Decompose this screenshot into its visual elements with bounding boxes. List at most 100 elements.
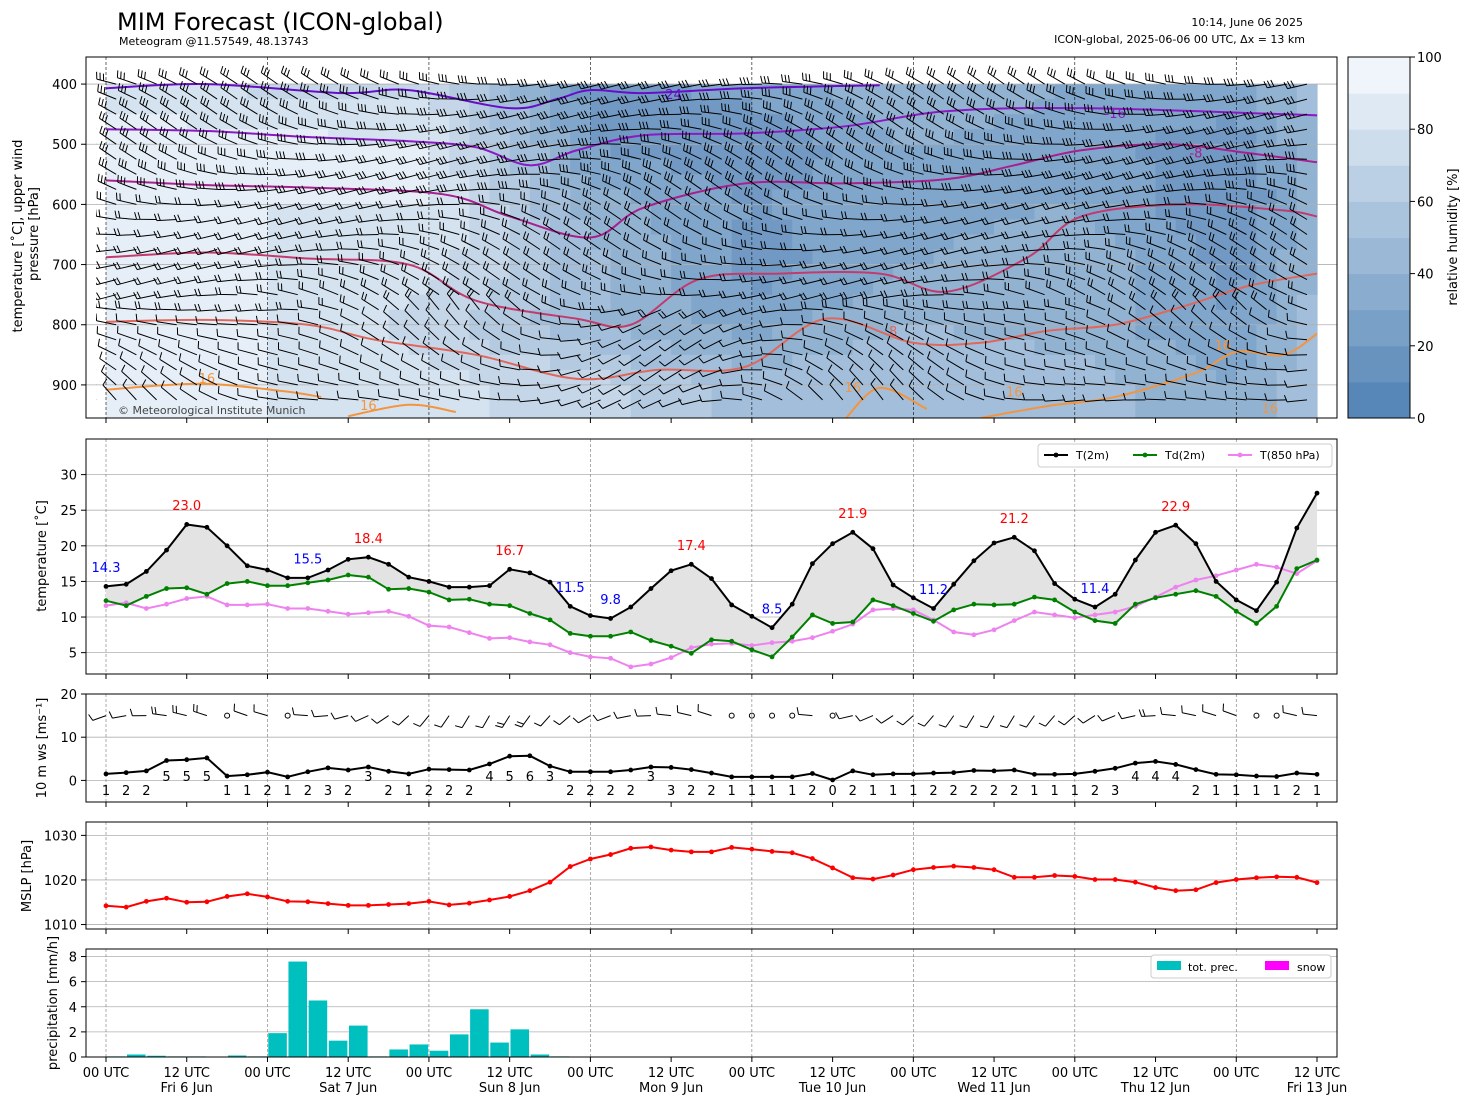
wind-barb <box>1243 95 1267 104</box>
humidity-cell <box>247 204 269 221</box>
humidity-cell <box>1054 114 1076 130</box>
wind-barb <box>921 288 944 296</box>
wind-barb <box>1105 357 1126 371</box>
wind-barb <box>1124 89 1146 100</box>
wind-barb <box>376 122 399 131</box>
wind-barb <box>724 170 743 190</box>
humidity-cell <box>772 204 793 221</box>
wind-barb <box>173 214 197 223</box>
series-point <box>588 613 593 619</box>
humidity-cell <box>146 234 168 251</box>
wind-barb <box>758 275 783 284</box>
wind-barb <box>1248 203 1267 220</box>
wind-barb <box>1249 261 1267 281</box>
humidity-cell <box>933 324 955 341</box>
calm-marker <box>728 712 735 719</box>
humidity-cell <box>893 279 914 296</box>
y-tick-label: 15 <box>60 575 77 590</box>
wind-barb <box>885 81 904 100</box>
wind-barb <box>199 111 218 130</box>
wind-barb <box>521 309 541 326</box>
wind-barb <box>618 369 642 382</box>
series-point <box>1173 522 1179 528</box>
wind-barb <box>763 383 783 401</box>
humidity-cell <box>1094 99 1116 115</box>
upper-air-ylabel-line1: temperature [˚C], upper wind <box>10 140 26 333</box>
wind-barb <box>744 141 763 160</box>
wind-barb <box>639 285 662 296</box>
humidity-cell <box>671 159 692 175</box>
wind-barb <box>355 155 379 164</box>
humidity-cell <box>307 354 329 371</box>
wind-speed-value: 3 <box>1111 784 1119 799</box>
series-point <box>628 629 634 635</box>
humidity-cell <box>166 219 188 236</box>
wind-barb <box>96 292 117 301</box>
wind-barb <box>845 96 864 115</box>
wind-barb <box>743 114 763 130</box>
wind-barb <box>724 186 743 205</box>
wind-barb <box>1244 391 1267 401</box>
wind-barb <box>1283 124 1308 134</box>
humidity-cell <box>186 309 208 326</box>
wind-barb <box>424 319 440 341</box>
series-point <box>709 637 714 643</box>
wind-barb <box>664 201 682 220</box>
wind-barb <box>318 356 339 371</box>
wind-speed-value: 1 <box>1313 784 1321 799</box>
wind-barb <box>457 195 480 205</box>
isotherm-label: -24 <box>661 88 682 103</box>
wind-barb <box>257 357 278 371</box>
humidity-cell <box>731 249 753 266</box>
wind-barb <box>1145 222 1166 235</box>
wind-barb <box>299 99 319 115</box>
humidity-cell <box>913 144 935 160</box>
wind-barb <box>843 311 864 326</box>
wind-barb <box>198 383 218 401</box>
wind-barb <box>478 390 500 401</box>
humidity-cell <box>227 414 248 418</box>
humidity-cell <box>590 309 612 326</box>
wind-barb <box>380 353 400 371</box>
series-point <box>951 581 957 587</box>
wind-barb <box>1106 340 1126 356</box>
wind-barb <box>801 314 823 326</box>
wind-barb <box>556 110 581 120</box>
wind-barb <box>1269 262 1288 281</box>
humidity-cell <box>227 354 248 371</box>
time-tick-label: 12 UTC <box>971 1066 1017 1081</box>
wind-barb <box>905 323 924 341</box>
humidity-cell <box>812 189 834 206</box>
humidity-cell <box>227 339 248 356</box>
wind-barb <box>644 200 662 220</box>
wind-barb <box>660 269 682 281</box>
humidity-cell <box>872 219 894 236</box>
upper-air-ylabel: temperature [˚C], upper wind pressure [h… <box>10 136 42 333</box>
wind-barb <box>339 84 359 100</box>
wind-barb <box>153 276 177 285</box>
wind-barb <box>718 324 743 333</box>
legend-swatch-total <box>1157 961 1181 970</box>
wind-speed-point <box>224 773 230 779</box>
wind-barb <box>658 107 682 116</box>
humidity-cell <box>489 324 511 341</box>
wind-speed-point <box>749 774 755 780</box>
series-point <box>1011 601 1017 607</box>
humidity-cell <box>731 99 753 115</box>
humidity-cell <box>933 264 955 281</box>
series-point <box>507 603 513 609</box>
wind-barb <box>1170 304 1187 326</box>
humidity-cell <box>550 354 571 371</box>
legend-entry: T(850 hPa) <box>1259 449 1320 462</box>
series-point <box>507 566 513 572</box>
humidity-cell <box>832 384 854 401</box>
wind-barb <box>684 171 702 190</box>
wind-barb <box>97 173 117 190</box>
wind-barb <box>1122 123 1146 133</box>
wind-barb <box>925 128 944 145</box>
humidity-cell <box>166 384 188 401</box>
humidity-cell <box>994 234 1015 251</box>
series-point <box>547 642 553 648</box>
wind-barb <box>541 278 561 296</box>
